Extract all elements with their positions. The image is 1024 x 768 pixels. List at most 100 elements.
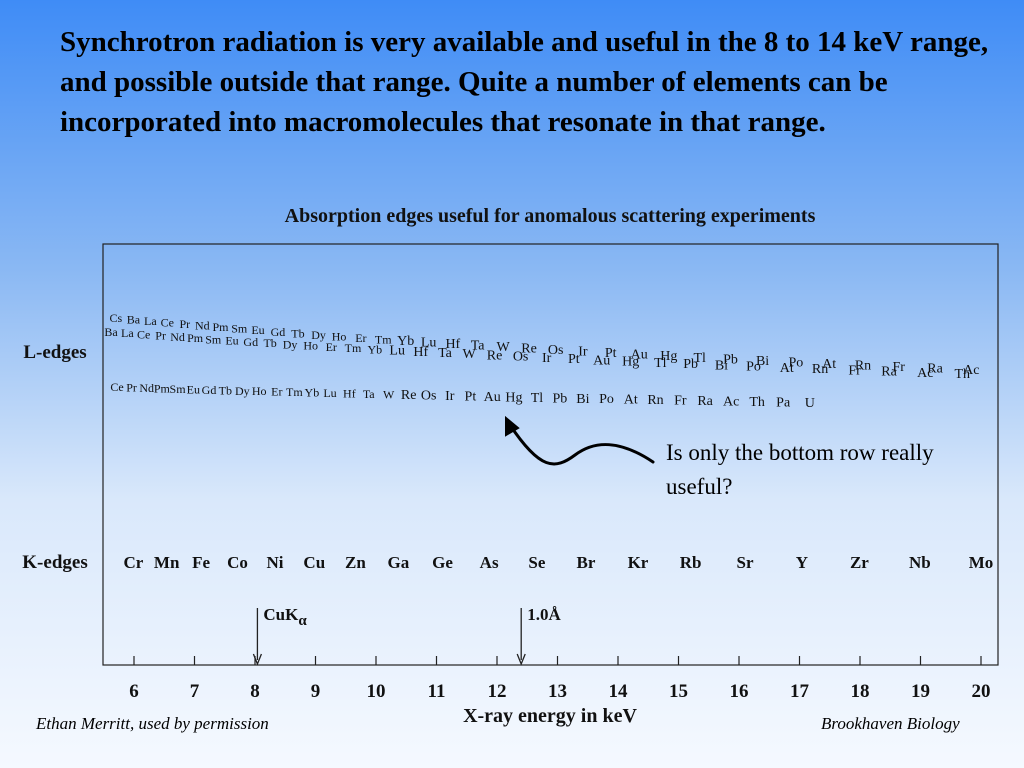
l-edge-label: Os bbox=[548, 343, 564, 358]
x-tick-label: 19 bbox=[911, 681, 930, 702]
x-tick-label: 9 bbox=[311, 681, 321, 702]
k-edge-label: Nb bbox=[909, 553, 931, 572]
x-tick-label: 18 bbox=[851, 681, 870, 702]
x-tick-label: 7 bbox=[190, 681, 200, 702]
k-edge-label: Zr bbox=[850, 553, 869, 572]
x-tick-label: 17 bbox=[790, 681, 810, 702]
l-edge-label: Pm bbox=[187, 331, 204, 345]
l-edge-label: Pt bbox=[465, 389, 477, 404]
l-edge-label: Ir bbox=[578, 345, 588, 360]
chart-title: Absorption edges useful for anomalous sc… bbox=[284, 205, 816, 227]
l-edge-label: Dy bbox=[235, 384, 250, 398]
l-edge-label: Er bbox=[271, 385, 282, 399]
l-edge-label: Ra bbox=[881, 365, 897, 380]
x-axis-ticks: 6 7 8 9 10 11 12 13 14 15 16 17 18 19 20 bbox=[129, 656, 991, 702]
l-edge-label: Au bbox=[484, 390, 501, 405]
l-edge-label: W bbox=[463, 347, 477, 362]
l-edge-label: Tl bbox=[654, 356, 667, 371]
x-tick-label: 6 bbox=[129, 681, 139, 702]
l-edge-label: At bbox=[780, 361, 794, 376]
l-edge-label: Ac bbox=[723, 395, 739, 410]
l-edge-label: Dy bbox=[283, 337, 298, 351]
l-edge-label: Po bbox=[599, 392, 614, 407]
marker-label: CuKα bbox=[263, 605, 307, 629]
l-edge-label: Nd bbox=[139, 381, 154, 395]
l-edge-label: Dy bbox=[311, 328, 326, 342]
l-edge-label: Re bbox=[521, 342, 537, 357]
x-tick-label: 10 bbox=[367, 681, 386, 702]
l-edge-label: Ra bbox=[927, 361, 943, 376]
l-edge-label: Tb bbox=[219, 383, 232, 397]
y-row-label-l-edges: L-edges bbox=[23, 342, 86, 363]
l-edge-label: Tm bbox=[375, 332, 392, 346]
x-axis-label: X-ray energy in keV bbox=[463, 705, 637, 727]
l-edge-label: W bbox=[496, 340, 510, 355]
slide-heading: Synchrotron radiation is very available … bbox=[60, 26, 989, 138]
l-edge-label: Tl bbox=[531, 391, 544, 406]
l-edge-label: Rn bbox=[647, 393, 663, 408]
l-edge-label: Hg bbox=[660, 349, 677, 364]
x-tick-label: 20 bbox=[972, 681, 991, 702]
footer-credit: Ethan Merritt, used by permission bbox=[36, 714, 269, 733]
l-edge-label: Fr bbox=[848, 363, 861, 378]
l-edge-label: Ho bbox=[303, 339, 318, 353]
l-edge-label: La bbox=[121, 326, 134, 340]
l-edge-label: Gd bbox=[271, 325, 286, 339]
l-edge-label: Gd bbox=[202, 383, 217, 397]
k-edge-label: As bbox=[480, 553, 499, 572]
l-edge-label: Eu bbox=[251, 323, 264, 337]
l-edge-label: Hf bbox=[445, 337, 460, 352]
k-edge-label: Se bbox=[528, 553, 545, 572]
l-edge-label: Yb bbox=[305, 386, 320, 400]
k-edge-label: Kr bbox=[628, 553, 649, 572]
l-edge-label: Er bbox=[355, 331, 366, 345]
l-edge-label: Hf bbox=[343, 387, 356, 401]
x-tick-label: 15 bbox=[669, 681, 688, 702]
l-edge-label: Ra bbox=[697, 394, 713, 409]
l-edge-label: Tb bbox=[263, 336, 276, 350]
l-edge-label: Ir bbox=[542, 351, 552, 366]
l-edge-label: Rn bbox=[812, 362, 828, 377]
k-edge-label: Ga bbox=[388, 553, 410, 572]
l-edge-label: Er bbox=[326, 340, 337, 354]
marker-label: 1.0Å bbox=[527, 605, 561, 624]
k-edge-label: Y bbox=[796, 553, 808, 572]
l-edge-label: Re bbox=[401, 388, 417, 403]
l-edge-label: Po bbox=[788, 355, 803, 370]
k-edge-label: Rb bbox=[680, 553, 702, 572]
marker-arrowhead-icon bbox=[252, 653, 263, 666]
x-tick-label: 14 bbox=[609, 681, 629, 702]
k-edge-label: Sr bbox=[737, 553, 754, 572]
l-edge-label: Hg bbox=[622, 355, 639, 370]
l-edge-label: Cs bbox=[110, 311, 123, 325]
reference-markers: CuKα 1.0Å bbox=[252, 605, 561, 666]
l-edge-label: Tm bbox=[345, 341, 362, 355]
l-edge-label: Tm bbox=[286, 385, 303, 399]
k-edge-label: Mn bbox=[154, 553, 180, 572]
l-edge-label: Eu bbox=[225, 334, 238, 348]
k-edge-label: Ge bbox=[432, 553, 453, 572]
l-edge-label: At bbox=[822, 357, 836, 372]
l-edge-label: Re bbox=[487, 348, 503, 363]
k-edge-label: Co bbox=[227, 553, 248, 572]
l-edge-label: Ba bbox=[104, 325, 118, 339]
l-edge-label: Nd bbox=[170, 330, 185, 344]
marker-arrowhead-icon bbox=[516, 653, 526, 666]
l-edge-label: Yb bbox=[367, 342, 382, 356]
annotation-note: Is only the bottom row really useful? bbox=[666, 440, 934, 499]
k-edge-label: Br bbox=[576, 553, 595, 572]
l-edge-label: Ce bbox=[137, 327, 150, 341]
l-edge-label: Os bbox=[421, 388, 437, 403]
l-edge-label: Ir bbox=[445, 389, 455, 404]
l-edge-label: Pb bbox=[553, 391, 568, 406]
k-edge-label: Fe bbox=[192, 553, 210, 572]
l-edge-label: Ho bbox=[332, 329, 347, 343]
l-edge-label: Bi bbox=[576, 392, 589, 407]
l-edge-label: Ta bbox=[363, 387, 375, 401]
l-edge-label: Os bbox=[513, 350, 529, 365]
l-edge-label: Pr bbox=[179, 317, 190, 331]
l-edge-label: Ba bbox=[127, 313, 141, 327]
l-edge-label: Fr bbox=[892, 360, 905, 375]
l-edge-label: Ce bbox=[110, 380, 123, 394]
